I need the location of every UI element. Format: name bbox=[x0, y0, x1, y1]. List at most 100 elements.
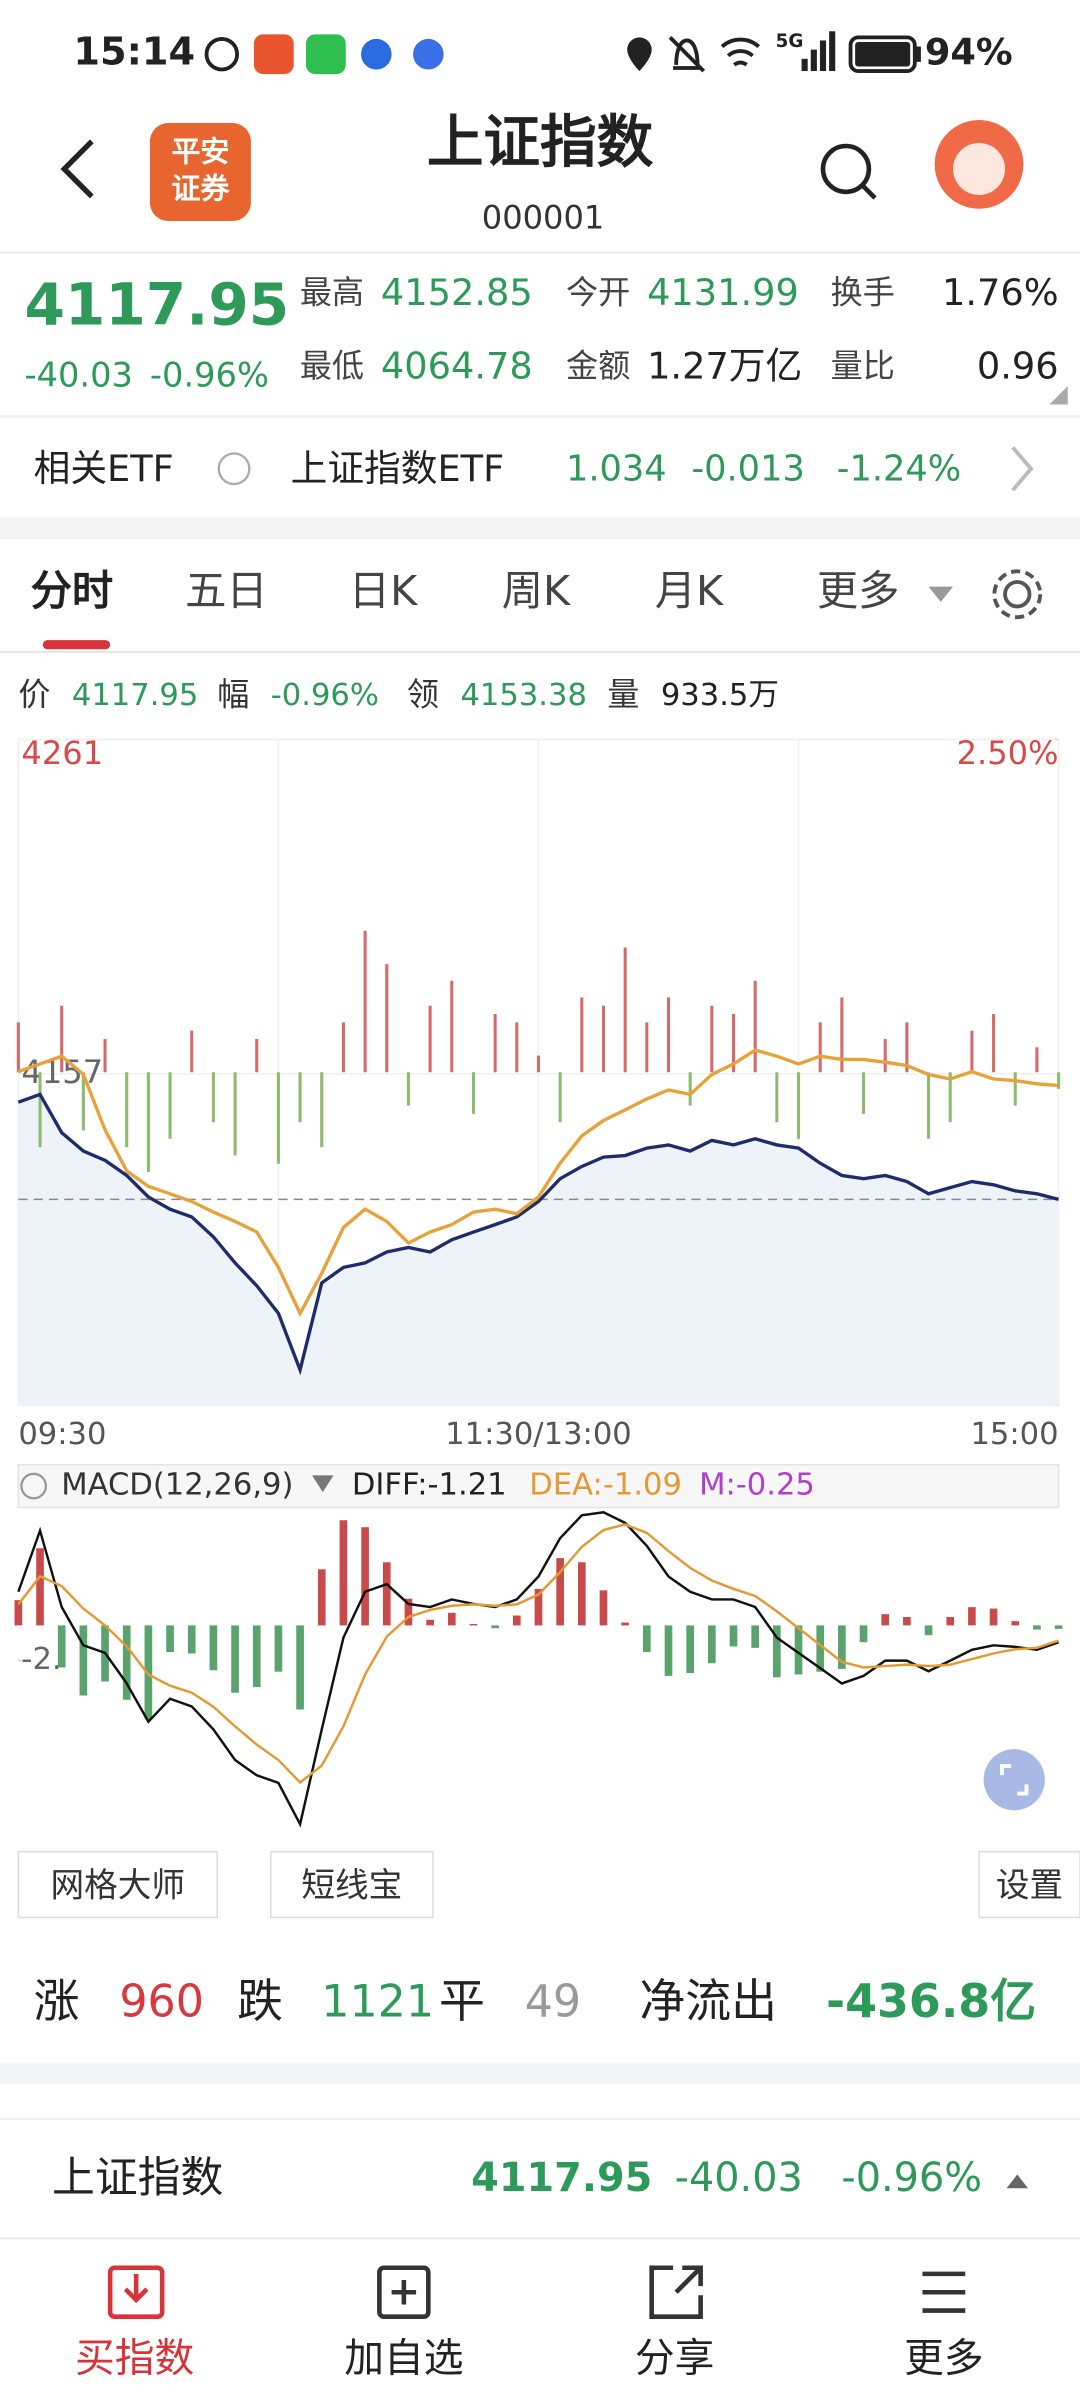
price: 4117.95 bbox=[24, 270, 289, 338]
macd-bar bbox=[274, 1625, 283, 1672]
etf-change: -0.013 bbox=[691, 448, 804, 489]
macd-header bbox=[17, 1463, 1060, 1509]
macd-bar bbox=[577, 1562, 586, 1626]
stat-label: 最低 bbox=[300, 347, 364, 385]
tab[interactable]: 更多 bbox=[817, 567, 900, 615]
macd-bar bbox=[556, 1558, 564, 1626]
y2-tick-label: 2.50% bbox=[957, 734, 1059, 772]
tool-label[interactable]: 短线宝 bbox=[301, 1865, 402, 1904]
volume-bar bbox=[883, 1038, 887, 1073]
tool-button[interactable] bbox=[270, 1850, 434, 1919]
volume-bar bbox=[385, 964, 389, 1073]
tab[interactable]: 五日 bbox=[185, 567, 268, 615]
tool-label[interactable]: 设置 bbox=[996, 1865, 1063, 1904]
divider bbox=[0, 415, 1080, 418]
section-gap bbox=[0, 2062, 1080, 2085]
macd-bar bbox=[534, 1588, 543, 1626]
nav-label[interactable]: 买指数 bbox=[75, 2336, 194, 2382]
stat-value: 1.27万亿 bbox=[647, 344, 802, 387]
breadth-value: 1121 bbox=[321, 1977, 434, 2028]
etf-chevron[interactable] bbox=[1011, 446, 1034, 492]
macd-bar bbox=[729, 1625, 738, 1647]
macd-bar bbox=[296, 1625, 304, 1710]
macd-bar bbox=[664, 1625, 673, 1676]
nav-label[interactable]: 更多 bbox=[904, 2336, 984, 2382]
nav-label[interactable]: 分享 bbox=[635, 2336, 715, 2382]
info-icon[interactable] bbox=[217, 452, 251, 486]
settings-button[interactable] bbox=[992, 569, 1043, 620]
volume-bar bbox=[16, 1022, 20, 1073]
section-gap bbox=[0, 517, 1080, 540]
macd-bar bbox=[816, 1625, 825, 1672]
volume-bar bbox=[840, 997, 844, 1073]
tab[interactable]: 月K bbox=[655, 567, 724, 615]
macd-bar bbox=[361, 1527, 369, 1626]
stat-value: 4131.99 bbox=[647, 271, 799, 314]
search-button[interactable] bbox=[820, 143, 877, 200]
expand-corner[interactable] bbox=[1049, 386, 1068, 405]
footer-price: 4117.95 bbox=[471, 2155, 652, 2201]
tool-button[interactable] bbox=[978, 1850, 1080, 1919]
stat-label: 金额 bbox=[566, 347, 630, 385]
macd-bar bbox=[1033, 1625, 1041, 1630]
avatar[interactable] bbox=[934, 120, 1024, 209]
breadth-value: 49 bbox=[525, 1977, 581, 2028]
fullscreen-button[interactable] bbox=[983, 1749, 1045, 1811]
tab-underline bbox=[42, 640, 111, 650]
volume-bar bbox=[320, 1072, 324, 1148]
macd-bar bbox=[859, 1625, 868, 1643]
stat-label: 量比 bbox=[831, 347, 895, 385]
volume-bar bbox=[558, 1072, 562, 1123]
volume-bar bbox=[970, 1030, 974, 1073]
volume-bar bbox=[753, 980, 757, 1073]
readout-label: 价 bbox=[18, 676, 50, 714]
status-icons bbox=[204, 31, 921, 75]
macd-bar bbox=[881, 1614, 890, 1626]
stat-value: 4064.78 bbox=[381, 344, 533, 387]
stat-value: 1.76% bbox=[942, 271, 1059, 314]
footer-change-pct: -0.96% bbox=[841, 2155, 982, 2201]
tab[interactable]: 周K bbox=[502, 567, 571, 615]
tab[interactable]: 日K bbox=[349, 567, 418, 615]
macd-info[interactable] bbox=[20, 1472, 48, 1500]
volume-bar bbox=[103, 1038, 107, 1073]
volume-bar bbox=[1035, 1047, 1039, 1073]
macd-bar bbox=[187, 1625, 196, 1654]
macd-bar bbox=[751, 1625, 760, 1648]
divider bbox=[0, 2117, 1080, 2121]
nav-label[interactable]: 加自选 bbox=[344, 2336, 463, 2382]
tool-label[interactable]: 网格大师 bbox=[51, 1865, 186, 1904]
macd-bar bbox=[1011, 1621, 1020, 1626]
macd-bar bbox=[426, 1619, 434, 1626]
tab[interactable]: 分时 bbox=[31, 567, 114, 615]
macd-bar bbox=[989, 1608, 998, 1626]
macd-bar bbox=[231, 1625, 239, 1693]
tool-button[interactable] bbox=[17, 1850, 218, 1919]
volume-bar bbox=[146, 1072, 150, 1173]
volume-bar bbox=[775, 1072, 779, 1123]
clock: 15:14 bbox=[73, 31, 195, 75]
macd-bar bbox=[79, 1625, 88, 1696]
price-area bbox=[18, 1094, 1059, 1405]
macd-line bbox=[17, 1510, 1059, 1828]
macd-bar bbox=[946, 1616, 955, 1626]
back-button[interactable] bbox=[60, 139, 94, 199]
macd-bar bbox=[491, 1625, 499, 1629]
volume-bar bbox=[927, 1072, 931, 1139]
y-tick-label: -2. bbox=[21, 1642, 61, 1677]
footer-caret[interactable] bbox=[1006, 2174, 1028, 2189]
volume-bar bbox=[796, 1072, 801, 1139]
x-tick-label: 11:30/13:00 bbox=[445, 1417, 632, 1452]
macd-bar bbox=[14, 1600, 23, 1626]
volume-bar bbox=[211, 1072, 215, 1123]
macd-dropdown[interactable] bbox=[312, 1475, 334, 1493]
divider bbox=[0, 2237, 1080, 2240]
volume-bar bbox=[60, 1005, 64, 1073]
volume-bar bbox=[428, 1005, 432, 1073]
stat-label: 最高 bbox=[300, 273, 364, 311]
macd-bar bbox=[382, 1562, 391, 1626]
divider bbox=[0, 650, 1080, 654]
volume-bar bbox=[341, 1022, 345, 1073]
